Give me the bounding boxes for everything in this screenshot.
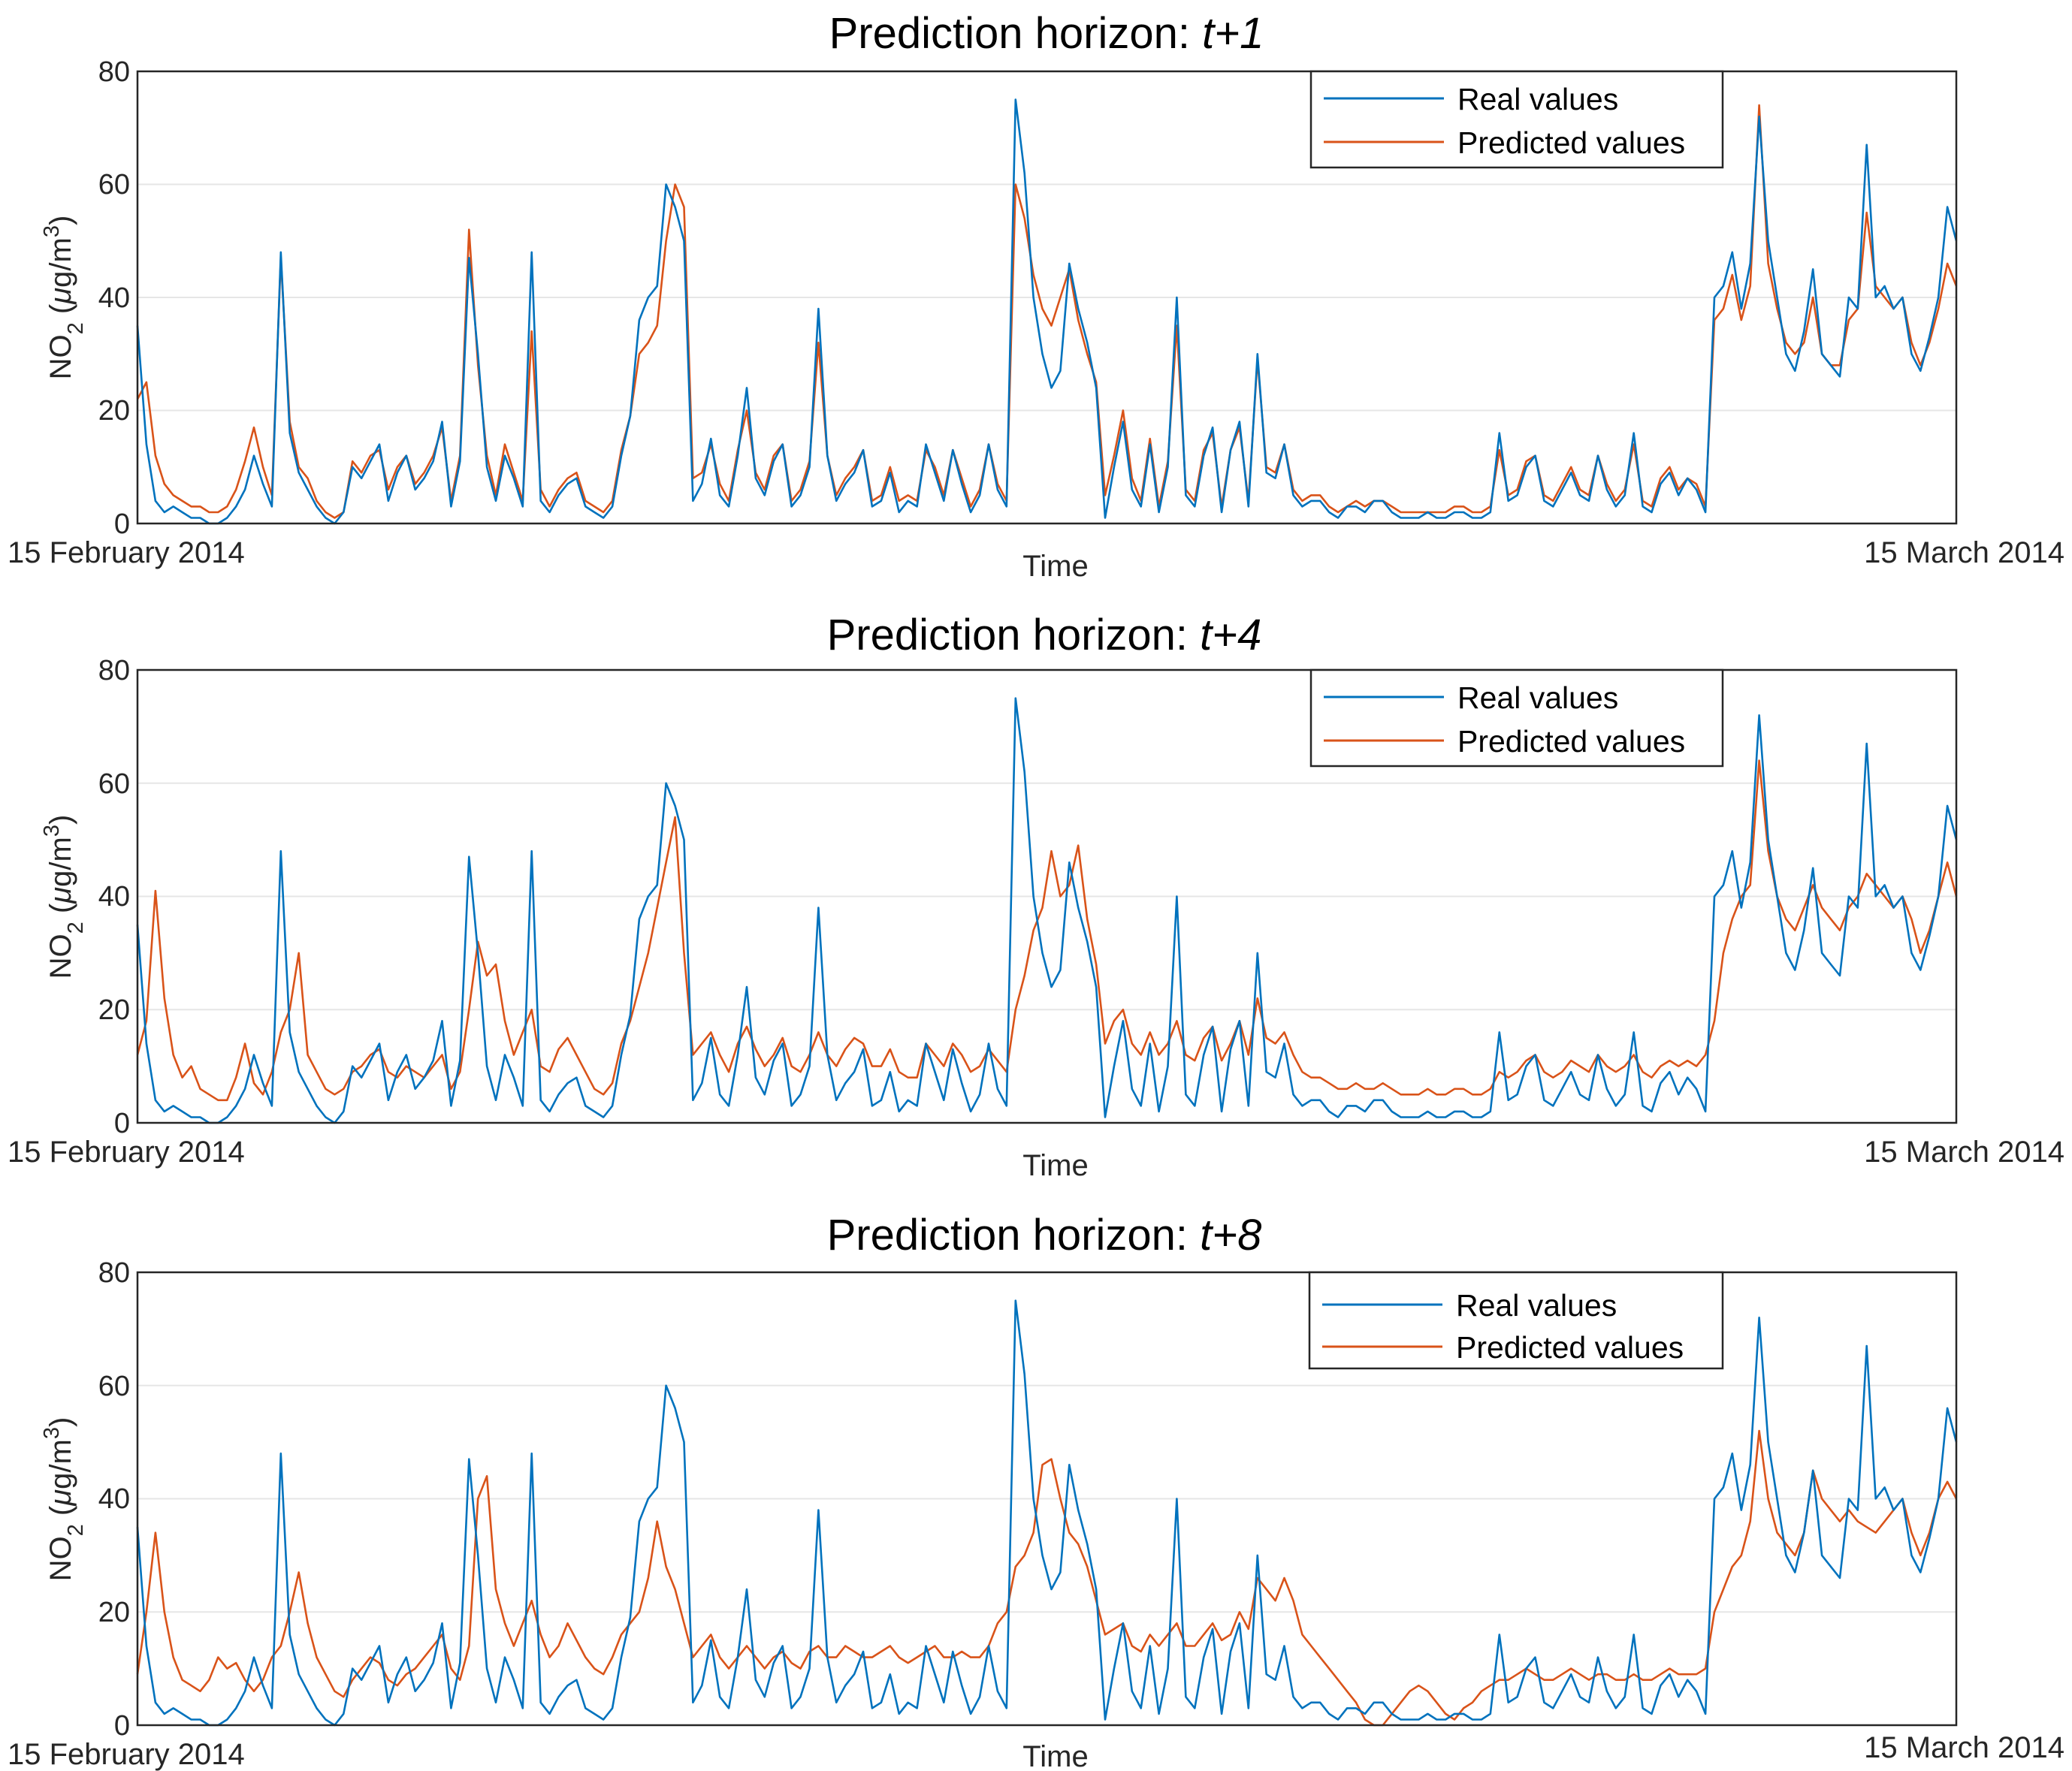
panel-3-ytick-60: 60 — [98, 1371, 130, 1402]
panel-1-gridlines — [137, 183, 1956, 412]
panel-1-ytick-80: 80 — [98, 56, 130, 88]
panel-3-legend-pred-label: Predicted values — [1456, 1330, 1684, 1365]
panel-3-ytick-40: 40 — [98, 1483, 130, 1515]
panel-1-ytick-labels: 0 20 40 60 80 — [98, 56, 130, 540]
panel-1-ylabel: NO2 (μg/m3) — [40, 216, 88, 380]
panel-1-xlabel: Time — [1022, 550, 1088, 583]
panel-1-series — [136, 98, 1958, 525]
panel-3-title: Prediction horizon: t+8 — [827, 1211, 1262, 1260]
panel-3-legend-real-label: Real values — [1456, 1288, 1617, 1323]
panel-2-legend-real-label: Real values — [1457, 680, 1618, 715]
panel-3-axes-frame — [136, 1271, 1958, 1727]
panel-1: Prediction horizon: t+1 0 20 40 60 80 NO… — [8, 9, 2064, 583]
panel-2-legend-box — [1309, 668, 1724, 768]
panel-1-legend-pred-label: Predicted values — [1457, 125, 1685, 160]
panel-1-real-values-line — [136, 98, 1958, 525]
panel-2-title: Prediction horizon: t+4 — [827, 611, 1262, 659]
panel-1-ytick-60: 60 — [98, 169, 130, 201]
panel-2: Prediction horizon: t+4 0 20 40 60 80 NO… — [8, 611, 2064, 1182]
panel-2-ytick-60: 60 — [98, 768, 130, 800]
panel-3-ytick-80: 80 — [98, 1257, 130, 1289]
panel-1-ytick-20: 20 — [98, 395, 130, 427]
panel-2-real-values-line — [136, 697, 1958, 1124]
panel-3-ytick-20: 20 — [98, 1597, 130, 1628]
panel-2-gridlines — [137, 782, 1956, 1011]
panel-3-real-values-line — [136, 1299, 1958, 1727]
panel-1-ytick-40: 40 — [98, 282, 130, 314]
panel-3-x-end-label: 15 March 2014 — [1864, 1731, 2064, 1764]
panel-3: Prediction horizon: t+8 0 20 40 60 80 NO… — [8, 1211, 2064, 1771]
panel-1-axes-frame — [136, 70, 1958, 525]
panel-3-x-start-label: 15 February 2014 — [8, 1738, 245, 1771]
panel-1-legend-box — [1309, 70, 1724, 169]
panel-1-legend: Real values Predicted values — [1309, 70, 1724, 169]
panel-3-ytick-0: 0 — [114, 1710, 130, 1742]
panel-1-ytick-0: 0 — [114, 508, 130, 540]
panel-1-legend-real-label: Real values — [1457, 82, 1618, 116]
panel-2-series — [136, 697, 1958, 1124]
panel-1-x-start-label: 15 February 2014 — [8, 536, 245, 569]
panel-3-legend-box — [1308, 1271, 1724, 1370]
panel-2-ylabel: NO2 (μg/m3) — [40, 815, 88, 979]
panel-3-ytick-labels: 0 20 40 60 80 — [98, 1257, 130, 1742]
panel-2-ytick-80: 80 — [98, 655, 130, 686]
panel-2-ytick-labels: 0 20 40 60 80 — [98, 655, 130, 1139]
panel-2-legend: Real values Predicted values — [1309, 668, 1724, 768]
panel-3-predicted-values-line — [136, 1429, 1958, 1727]
panel-2-ytick-40: 40 — [98, 881, 130, 913]
panel-3-gridlines — [137, 1384, 1956, 1613]
panel-3-legend: Real values Predicted values — [1308, 1271, 1724, 1370]
panel-2-axes-frame — [136, 668, 1958, 1124]
panel-2-xlabel: Time — [1022, 1149, 1088, 1182]
panel-2-x-start-label: 15 February 2014 — [8, 1136, 245, 1169]
panel-2-predicted-values-line — [136, 759, 1958, 1102]
panel-2-ytick-20: 20 — [98, 994, 130, 1026]
panel-1-title: Prediction horizon: t+1 — [829, 9, 1264, 58]
panel-2-legend-pred-label: Predicted values — [1457, 724, 1685, 759]
panel-3-series — [136, 1299, 1958, 1727]
panel-3-xlabel: Time — [1022, 1740, 1088, 1771]
panel-2-ytick-0: 0 — [114, 1108, 130, 1139]
panel-2-x-end-label: 15 March 2014 — [1864, 1136, 2064, 1169]
panel-1-x-end-label: 15 March 2014 — [1864, 536, 2064, 569]
panel-3-ylabel: NO2 (μg/m3) — [40, 1417, 88, 1582]
